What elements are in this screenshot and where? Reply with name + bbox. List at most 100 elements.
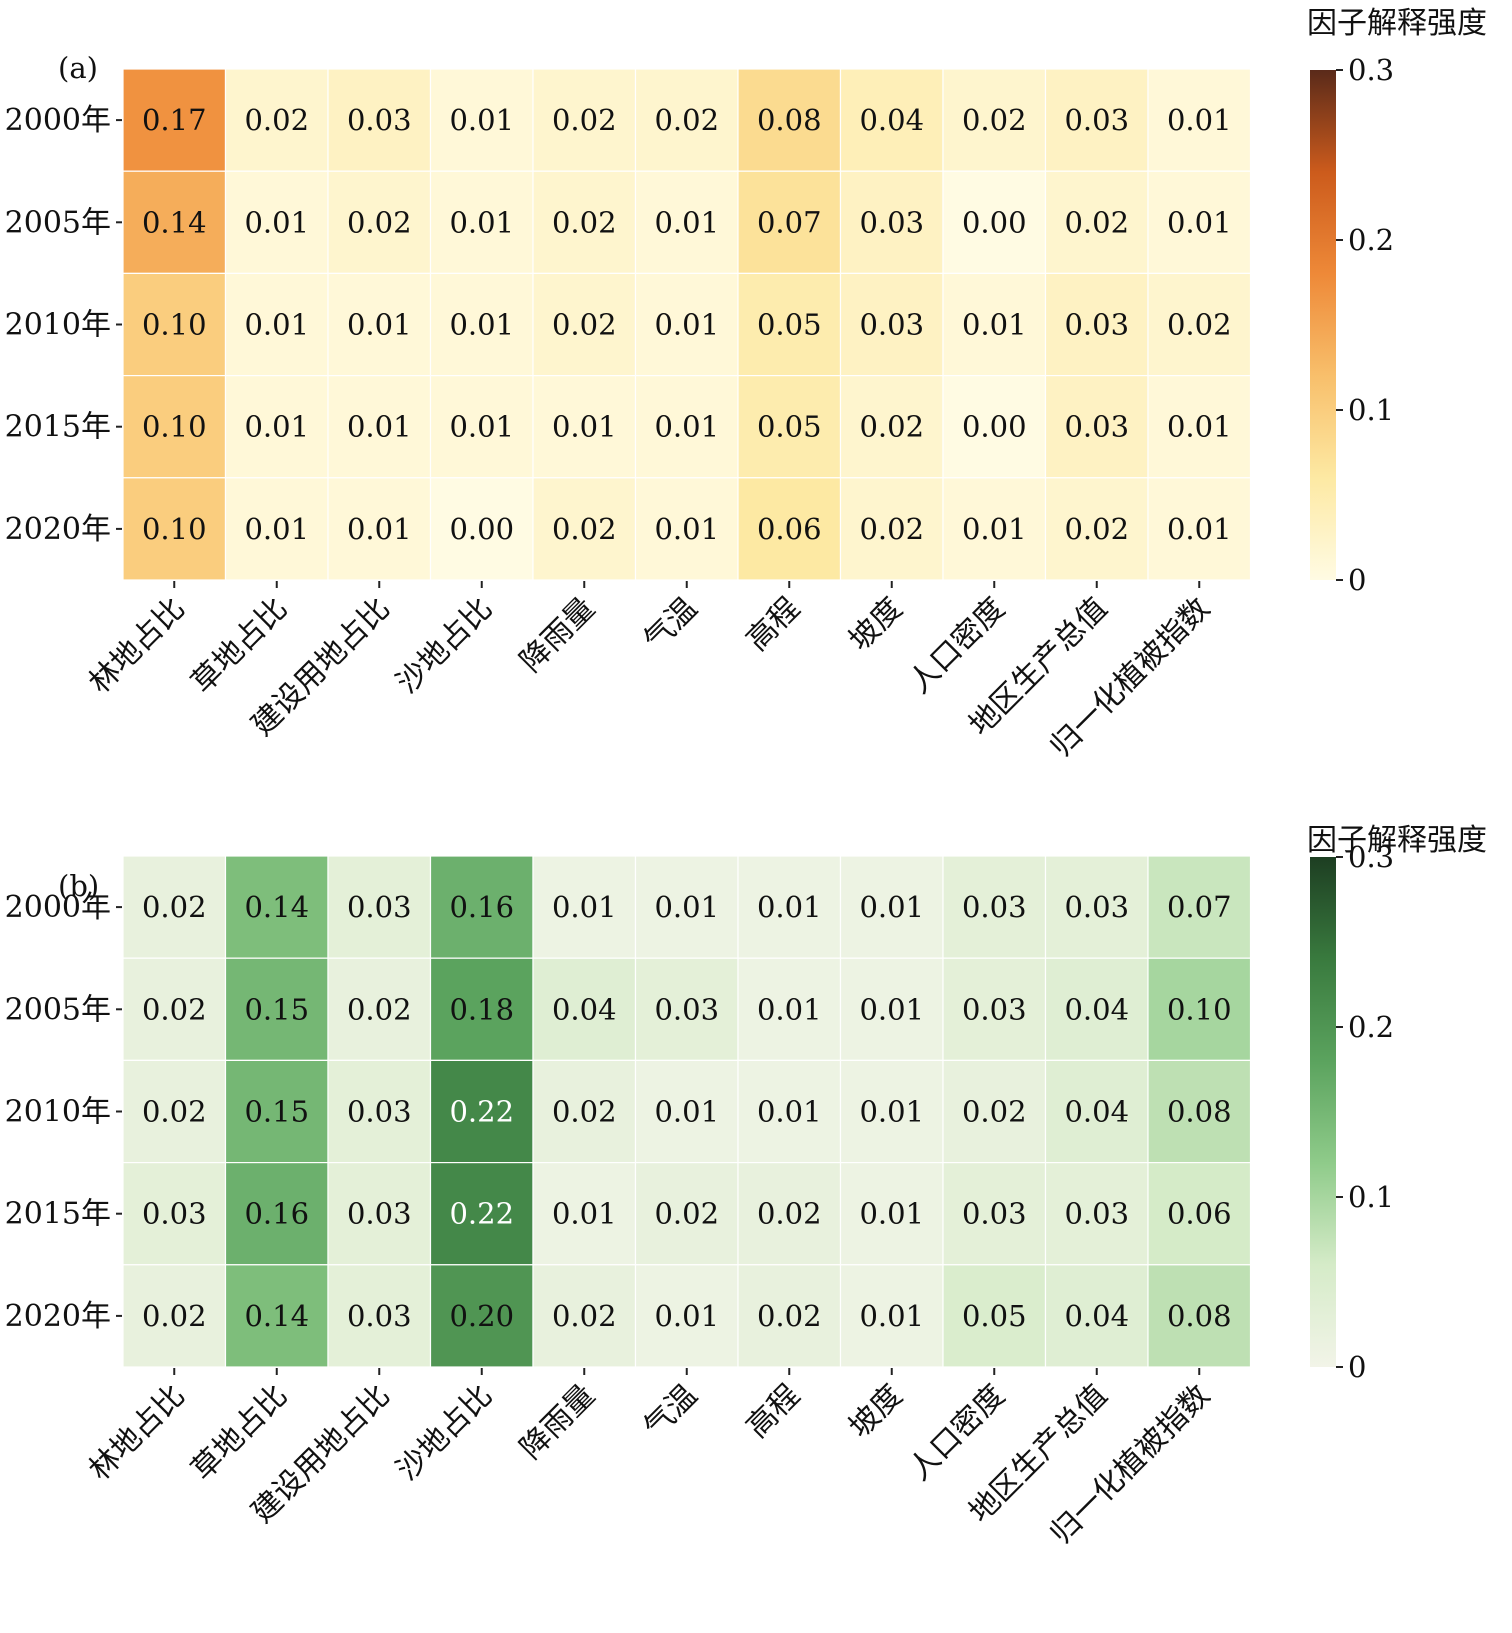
heatmap-cell (532, 957, 637, 1062)
cell-value-label: 0.03 (1064, 1197, 1129, 1231)
heatmap-cell (942, 272, 1047, 377)
heatmap-cell (634, 1161, 739, 1266)
cell-value-label: 0.01 (654, 1095, 719, 1129)
heatmap-cell (224, 68, 329, 172)
heatmap-cell (224, 477, 329, 581)
heatmap-cell (1147, 375, 1252, 479)
cell-value-label: 0.02 (142, 1299, 207, 1333)
heatmap-cell (839, 170, 944, 274)
cell-value-label: 0.01 (244, 410, 309, 444)
cell-value-label: 0.06 (1167, 1197, 1232, 1231)
cell-value-label: 0.04 (859, 103, 924, 137)
heatmap-cell (122, 68, 227, 172)
heatmap-cell (532, 68, 637, 172)
cell-value-label: 0.01 (654, 308, 719, 342)
cell-value-label: 0.01 (654, 890, 719, 924)
heatmap-cell (327, 855, 432, 959)
cell-value-label: 0.07 (1167, 890, 1232, 924)
row-label: 2015年 (5, 410, 111, 445)
heatmap-cell (429, 855, 534, 959)
heatmap-cell (942, 477, 1047, 581)
heatmap-cell (429, 375, 534, 479)
heatmap-cell (122, 170, 227, 274)
heatmap-cell (1044, 477, 1149, 581)
column-label: 降雨量 (514, 1378, 602, 1466)
heatmap-cell (634, 1264, 739, 1368)
heatmap-cell (327, 477, 432, 581)
heatmap-cell (1147, 68, 1252, 172)
cell-value-label: 0.01 (449, 103, 514, 137)
heatmap-cell (942, 375, 1047, 479)
heatmap-cell (224, 957, 329, 1062)
heatmap-cell (839, 1264, 944, 1368)
cell-value-label: 0.02 (552, 205, 617, 239)
cell-value-label: 0.01 (962, 308, 1027, 342)
cell-value-label: 0.01 (347, 410, 412, 444)
heatmap-cell (122, 957, 227, 1062)
cell-value-label: 0.03 (347, 890, 412, 924)
cell-value-label: 0.01 (654, 1299, 719, 1333)
colorbar-tick-label: 0.2 (1348, 1010, 1394, 1044)
heatmap-cell (737, 170, 842, 274)
heatmap-cell (327, 1161, 432, 1266)
cell-value-label: 0.01 (347, 512, 412, 546)
cell-value-label: 0.02 (142, 1095, 207, 1129)
heatmap-cell (1147, 272, 1252, 377)
cell-value-label: 0.03 (347, 1197, 412, 1231)
cell-value-label: 0.03 (1064, 103, 1129, 137)
cell-value-label: 0.15 (244, 992, 309, 1026)
cell-value-label: 0.01 (859, 1299, 924, 1333)
heatmap-cell (942, 1059, 1047, 1164)
cell-value-label: 0.05 (757, 308, 822, 342)
cell-value-label: 0.08 (1167, 1299, 1232, 1333)
heatmap-cell (737, 1059, 842, 1164)
cell-value-label: 0.02 (552, 512, 617, 546)
cell-value-label: 0.01 (552, 890, 617, 924)
column-label: 气温 (637, 1378, 704, 1445)
heatmap-cell (839, 957, 944, 1062)
column-label: 坡度 (842, 591, 909, 658)
cell-value-label: 0.02 (1167, 308, 1232, 342)
heatmap-cell (1147, 957, 1252, 1062)
cell-value-label: 0.04 (1064, 992, 1129, 1026)
heatmap-cell (429, 68, 534, 172)
column-label: 林地占比 (82, 591, 192, 701)
heatmap-cell (429, 1264, 534, 1368)
cell-value-label: 0.20 (449, 1299, 514, 1333)
cell-value-label: 0.01 (1167, 410, 1232, 444)
row-label: 2010年 (5, 308, 111, 343)
cell-value-label: 0.14 (244, 890, 309, 924)
cell-value-label: 0.05 (757, 410, 822, 444)
heatmap-cell (1044, 1264, 1149, 1368)
heatmap-cell (224, 1264, 329, 1368)
cell-value-label: 0.02 (859, 410, 924, 444)
cell-value-label: 0.01 (1167, 205, 1232, 239)
heatmap-cell (327, 272, 432, 377)
row-label: 2020年 (5, 1299, 111, 1334)
cell-value-label: 0.03 (1064, 410, 1129, 444)
heatmap-cell (532, 375, 637, 479)
heatmap-cell (634, 1059, 739, 1164)
heatmap-cell (839, 855, 944, 959)
column-label: 高程 (740, 591, 807, 658)
cell-value-label: 0.01 (244, 512, 309, 546)
heatmap-cell (224, 855, 329, 959)
row-label: 2000年 (5, 103, 111, 138)
cell-value-label: 0.01 (654, 205, 719, 239)
cell-value-label: 0.03 (142, 1197, 207, 1231)
cell-value-label: 0.07 (757, 205, 822, 239)
heatmap-cell (1044, 375, 1149, 479)
colorbar-tick-label: 0.1 (1348, 393, 1394, 427)
cell-value-label: 0.03 (654, 992, 719, 1026)
heatmap-cell (737, 1161, 842, 1266)
column-label: 沙地占比 (390, 1378, 500, 1488)
row-label: 2005年 (5, 205, 111, 240)
cell-value-label: 0.01 (757, 890, 822, 924)
cell-value-label: 0.02 (347, 205, 412, 239)
heatmap-cell (327, 375, 432, 479)
cell-value-label: 0.02 (1064, 512, 1129, 546)
heatmap-cell (737, 855, 842, 959)
cell-value-label: 0.02 (142, 890, 207, 924)
cell-value-label: 0.02 (962, 103, 1027, 137)
